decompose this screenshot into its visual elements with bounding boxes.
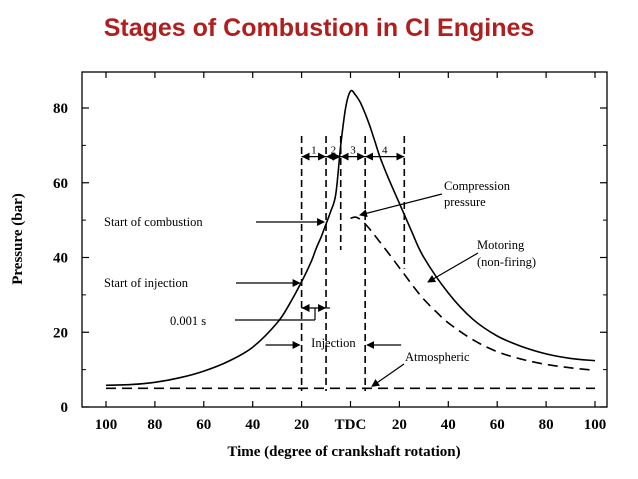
y-tick-label: 60 bbox=[53, 176, 68, 192]
y-tick-label: 0 bbox=[61, 400, 69, 416]
series-line-0 bbox=[105, 89, 596, 387]
atmospheric-leader bbox=[371, 363, 405, 387]
x-tick-label: 60 bbox=[196, 417, 211, 433]
start-of-injection-label: Start of injection bbox=[104, 276, 189, 290]
x-tick-label: 20 bbox=[294, 417, 309, 433]
x-axis-title: Time (degree of crankshaft rotation) bbox=[227, 444, 460, 460]
y-axis-title: Pressure (bar) bbox=[10, 193, 26, 285]
series-layer bbox=[105, 89, 596, 390]
stage-label: 2 bbox=[331, 145, 337, 157]
y-tick-label: 40 bbox=[53, 251, 68, 267]
x-tick-label: 20 bbox=[392, 417, 407, 433]
series-line-1 bbox=[350, 216, 596, 372]
stage-label: 1 bbox=[311, 145, 317, 157]
injection-label: Injection bbox=[311, 336, 356, 350]
x-tick-label: 100 bbox=[584, 417, 607, 433]
annotations: Start of combustion Start of injection 0.0… bbox=[104, 179, 536, 387]
stage-label: 4 bbox=[382, 145, 388, 157]
x-axis-ticks: 100 80 60 40 20 TDC 20 40 60 80 100 bbox=[95, 72, 607, 433]
x-tick-label: 40 bbox=[441, 417, 456, 433]
motoring-leader bbox=[427, 252, 479, 283]
x-tick-label: TDC bbox=[335, 417, 367, 433]
compression-leader bbox=[359, 193, 443, 218]
x-tick-label: 80 bbox=[147, 417, 162, 433]
page-title: Stages of Combustion in CI Engines bbox=[103, 14, 535, 42]
compression-label-1: Compression bbox=[444, 179, 511, 193]
stage-markers: 1 2 3 4 bbox=[300, 136, 406, 391]
y-axis-ticks: 0 20 40 60 80 bbox=[53, 101, 607, 416]
stage-label: 3 bbox=[350, 145, 356, 157]
plot-frame bbox=[81, 71, 608, 408]
y-tick-label: 80 bbox=[53, 101, 68, 117]
y-tick-label: 20 bbox=[53, 325, 68, 341]
x-tick-label: 80 bbox=[539, 417, 554, 433]
x-tick-label: 60 bbox=[490, 417, 505, 433]
motoring-label-1: Motoring bbox=[477, 238, 525, 252]
x-tick-label: 40 bbox=[245, 417, 260, 433]
motoring-label-2: (non-firing) bbox=[477, 255, 536, 269]
compression-label-2: pressure bbox=[444, 195, 486, 209]
atmospheric-label: Atmospheric bbox=[405, 350, 470, 364]
delay-time-label: 0.001 s bbox=[170, 314, 206, 328]
start-of-combustion-label: Start of combustion bbox=[104, 215, 203, 229]
x-tick-label: 100 bbox=[95, 417, 118, 433]
